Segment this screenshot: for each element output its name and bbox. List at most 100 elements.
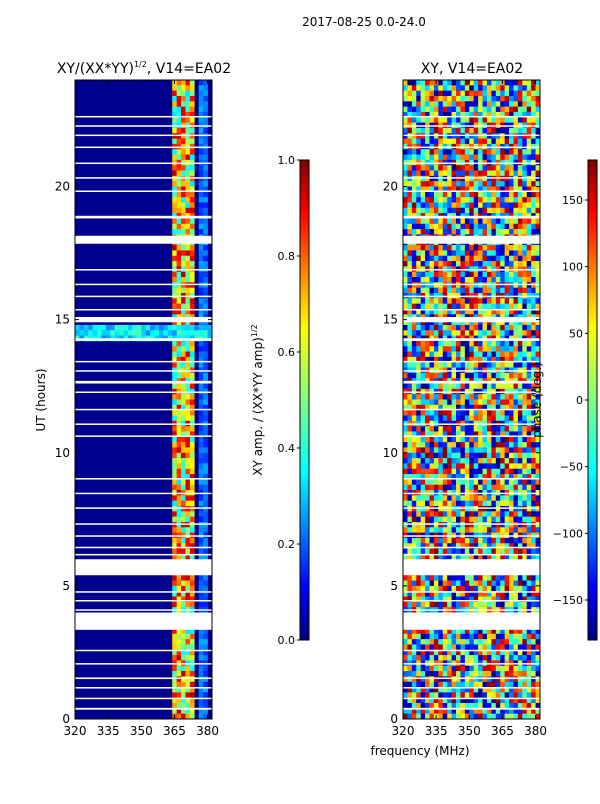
heatmap-cell (181, 484, 186, 491)
heatmap-cell (189, 676, 195, 683)
heatmap-cell (181, 633, 186, 640)
heatmap-cell (150, 324, 155, 331)
heatmap-cell (451, 85, 457, 91)
heatmap-cell (460, 181, 466, 187)
heatmap-cell (482, 649, 488, 656)
heatmap-cell (425, 394, 430, 400)
heatmap-cell (509, 111, 514, 118)
heatmap-cell (517, 277, 523, 283)
heatmap-cell (416, 399, 421, 406)
heatmap-cell (531, 95, 536, 102)
heatmap-cell (473, 431, 479, 438)
heatmap-cell (500, 687, 505, 693)
heatmap-cell (420, 101, 426, 107)
heatmap-cell (491, 101, 497, 107)
heatmap-cell (429, 197, 435, 203)
heatmap-cell (531, 319, 536, 326)
heatmap-cell (464, 596, 470, 603)
heatmap-cell (438, 287, 444, 294)
heatmap-cell (491, 468, 497, 475)
heatmap-cell (491, 537, 497, 544)
heatmap-cell (411, 431, 417, 438)
heatmap-cell (504, 633, 510, 640)
flagged-time-band (75, 707, 212, 710)
heatmap-cell (495, 362, 501, 368)
heatmap-cell (198, 655, 204, 661)
heatmap-cell (486, 356, 492, 363)
heatmap-cell (531, 713, 536, 719)
heatmap-cell (482, 516, 488, 523)
heatmap-cell (429, 511, 435, 517)
heatmap-cell (92, 324, 98, 331)
heatmap-cell (513, 649, 519, 656)
heatmap-cell (442, 308, 448, 315)
heatmap-cell (447, 708, 452, 714)
heatmap-cell (198, 543, 204, 549)
heatmap-cell (456, 362, 461, 368)
flagged-time-band (403, 649, 540, 652)
heatmap-cell (451, 181, 457, 187)
heatmap-cell (447, 287, 452, 294)
heatmap-cell (181, 399, 186, 406)
heatmap-cell (460, 138, 466, 145)
heatmap-cell (513, 181, 519, 187)
heatmap-cell (451, 298, 457, 304)
heatmap-cell (433, 250, 439, 257)
heatmap-cell (526, 250, 532, 257)
heatmap-cell (464, 308, 470, 315)
heatmap-cell (464, 106, 470, 113)
heatmap-cell (486, 500, 492, 507)
heatmap-cell (433, 681, 439, 688)
heatmap-cell (185, 537, 191, 544)
heatmap-cell (163, 324, 169, 331)
heatmap-cell (509, 356, 514, 363)
heatmap-cell (513, 537, 519, 544)
heatmap-cell (517, 95, 523, 102)
heatmap-cell (451, 575, 457, 581)
heatmap-cell (517, 468, 523, 475)
heatmap-cell (535, 633, 540, 640)
heatmap-cell (486, 90, 492, 97)
heatmap-cell (185, 197, 191, 203)
heatmap-cell (176, 575, 182, 581)
heatmap-cell (176, 383, 182, 390)
heatmap-cell (185, 90, 191, 97)
heatmap-cell (469, 596, 475, 603)
heatmap-cell (469, 271, 475, 278)
heatmap-cell (500, 277, 505, 283)
heatmap-cell (411, 261, 417, 267)
heatmap-cell (513, 170, 519, 177)
heatmap-cell (429, 692, 435, 699)
heatmap-cell (522, 644, 528, 651)
heatmap-cell (172, 671, 177, 677)
heatmap-cell (172, 681, 177, 688)
heatmap-cell (189, 271, 195, 278)
heatmap-cell (456, 340, 461, 347)
heatmap-cell (473, 362, 479, 368)
heatmap-cell (451, 383, 457, 390)
heatmap-cell (509, 463, 514, 470)
heatmap-cell (442, 106, 448, 113)
heatmap-cell (504, 399, 510, 406)
heatmap-cell (181, 127, 186, 134)
heatmap-cell (504, 591, 510, 597)
heatmap-cell (172, 415, 177, 422)
heatmap-cell (531, 170, 536, 177)
heatmap-cell (491, 585, 497, 592)
heatmap-cell (176, 404, 182, 411)
heatmap-cell (460, 298, 466, 304)
heatmap-cell (460, 548, 466, 555)
heatmap-cell (460, 649, 466, 656)
heatmap-cell (460, 186, 466, 193)
heatmap-cell (181, 601, 186, 608)
heatmap-cell (425, 149, 430, 155)
heatmap-cell (473, 250, 479, 257)
heatmap-cell (438, 298, 444, 304)
phase-plot-frame (402, 79, 541, 720)
heatmap-cell (517, 170, 523, 177)
heatmap-cell (403, 117, 408, 123)
heatmap-cell (438, 138, 444, 145)
heatmap-cell (464, 639, 470, 645)
heatmap-cell (469, 319, 475, 326)
heatmap-cell (509, 324, 514, 331)
